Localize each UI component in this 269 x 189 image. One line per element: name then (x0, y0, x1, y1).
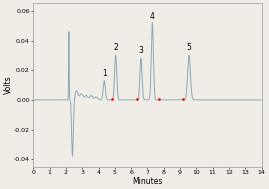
Text: 2: 2 (113, 43, 118, 52)
Text: 3: 3 (139, 46, 143, 55)
Text: 4: 4 (150, 12, 155, 21)
Text: 1: 1 (102, 69, 107, 78)
X-axis label: Minutes: Minutes (132, 177, 163, 186)
Text: 5: 5 (187, 43, 192, 52)
Y-axis label: Volts: Volts (3, 76, 12, 94)
